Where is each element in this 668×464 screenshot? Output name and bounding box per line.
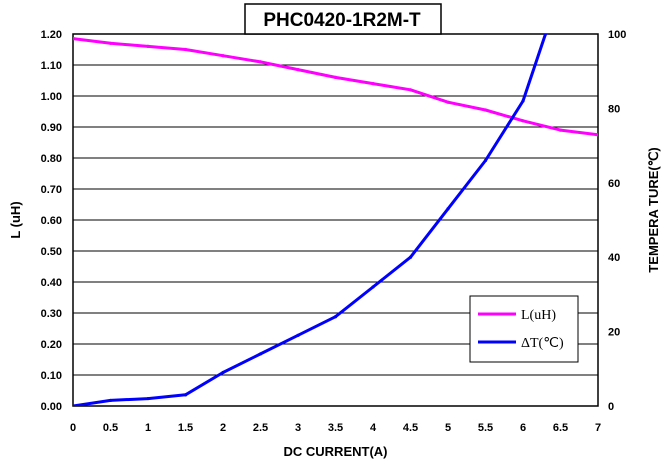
series-1-point: [146, 396, 150, 401]
x-tick-label: 0: [70, 422, 76, 434]
chart-title: PHC0420-1R2M-T: [263, 10, 421, 31]
y-tick-label: 0.80: [41, 153, 62, 165]
series-0-point: [333, 75, 338, 79]
y2-tick-label: 80: [608, 103, 620, 115]
x-tick-label: 4.5: [403, 422, 418, 434]
series-0-point: [73, 37, 75, 41]
series-0-point: [408, 88, 413, 92]
series-1-point: [73, 404, 75, 406]
series-1-point: [333, 315, 338, 319]
series-1-point: [258, 352, 263, 356]
series-1-point: [221, 370, 225, 375]
x-tick-label: 7: [595, 422, 601, 434]
y-axis-ticks: 0.00 0.10 0.20 0.30 0.40 0.50 0.60 0.70 0.80 0.90…: [41, 29, 62, 413]
series-lines: [73, 34, 598, 406]
x-tick-label: 2.5: [253, 422, 268, 434]
y2-axis-title: TEMPERA TURE(℃): [646, 147, 661, 272]
x-tick-label: 6: [520, 422, 526, 434]
series-line-1: [73, 34, 547, 406]
y-tick-label: 0.90: [41, 122, 62, 134]
x-tick-label: 1: [145, 422, 151, 434]
y-tick-label: 0.70: [41, 184, 62, 196]
y2-tick-label: 60: [608, 178, 620, 190]
y2-tick-label: 0: [608, 401, 614, 413]
legend-label-dt: ΔT(℃): [521, 336, 564, 351]
x-axis-title: DC CURRENT(A): [284, 444, 388, 459]
y-tick-label: 0.10: [41, 370, 62, 382]
series-0-point: [558, 128, 563, 132]
y2-tick-label: 20: [608, 327, 620, 339]
series-0-point: [146, 44, 150, 49]
x-tick-label: 5: [445, 422, 451, 434]
y-tick-label: 0.60: [41, 215, 62, 227]
series-0-point: [183, 47, 188, 52]
series-1-point: [371, 285, 375, 289]
series-0-point: [596, 133, 598, 137]
series-0-point: [446, 100, 450, 104]
x-tick-label: 5.5: [478, 422, 493, 434]
x-axis-ticks: 0 0.5 1 1.5 2 2.5 3 3.5 4 4.5 5 5.5 6 6.5 7: [70, 422, 601, 434]
series-1-point: [483, 158, 488, 163]
y-tick-label: 0.50: [41, 246, 62, 258]
y-axis-title: L (uH): [8, 201, 23, 238]
y2-tick-label: 100: [608, 29, 626, 41]
series-1-point: [446, 207, 450, 211]
y-tick-label: 0.00: [41, 401, 62, 413]
y-tick-label: 1.10: [41, 60, 62, 72]
y2-tick-label: 40: [608, 252, 620, 264]
legend-label-l: L(uH): [521, 308, 556, 323]
x-tick-label: 1.5: [178, 422, 193, 434]
series-1-point: [108, 398, 113, 403]
x-tick-label: 3: [295, 422, 301, 434]
series-0-point: [108, 41, 113, 45]
y-tick-label: 0.40: [41, 277, 62, 289]
series-1-point: [543, 34, 548, 36]
x-tick-label: 3.5: [328, 422, 343, 434]
series-0-point: [296, 68, 300, 72]
chart-title-box: PHC0420-1R2M-T: [244, 3, 442, 35]
series-1-point: [408, 255, 413, 259]
x-tick-label: 4: [370, 422, 377, 434]
series-0-point: [371, 82, 375, 86]
series-line-0: [73, 37, 598, 137]
y-tick-label: 1.00: [41, 91, 62, 103]
series-1-point: [296, 333, 300, 337]
series-0-point: [521, 119, 525, 123]
y2-axis-ticks: 0 20 40 60 80 100: [608, 29, 626, 413]
legend: L(uH) ΔT(℃): [469, 295, 579, 363]
series-0-point: [221, 54, 225, 58]
series-1-point: [183, 393, 188, 397]
legend-box: [469, 295, 579, 363]
gridlines: [73, 64, 598, 376]
y-tick-label: 0.30: [41, 308, 62, 320]
x-tick-label: 2: [220, 422, 226, 434]
y-tick-label: 0.20: [41, 339, 62, 351]
x-tick-label: 6.5: [553, 422, 568, 434]
series-1-point: [521, 99, 525, 103]
x-tick-label: 0.5: [103, 422, 118, 434]
series-0-point: [258, 60, 263, 64]
series-0-point: [483, 108, 488, 112]
y-tick-label: 1.20: [41, 29, 62, 41]
